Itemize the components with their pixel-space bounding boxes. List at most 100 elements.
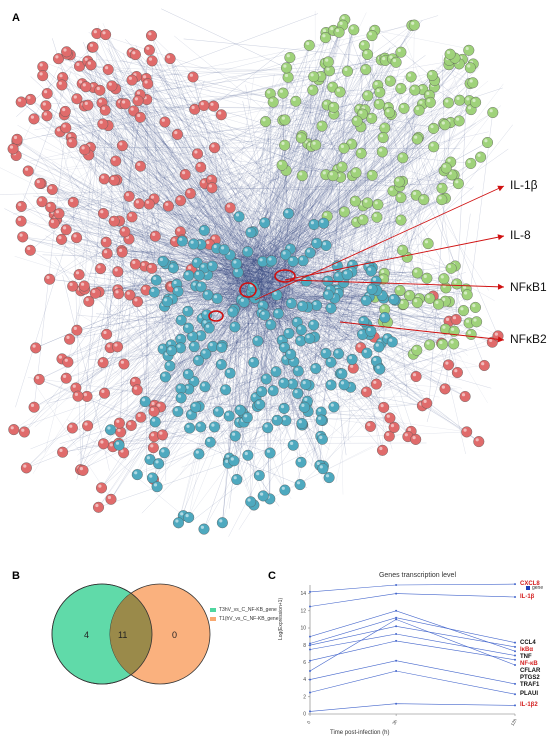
network-edge [236, 272, 385, 318]
node-shine [211, 423, 215, 427]
network-edge [139, 94, 284, 302]
network-edge [247, 287, 251, 502]
node-shine [350, 26, 354, 30]
network-edge [322, 109, 366, 295]
node-shine [360, 318, 364, 322]
series-point [309, 644, 311, 647]
node-shine [350, 364, 354, 368]
network-edge [257, 256, 260, 407]
network-edge [47, 336, 315, 404]
network-node [123, 190, 135, 202]
network-edge [252, 102, 274, 265]
network-edge [76, 98, 285, 138]
network-node [206, 260, 218, 272]
node-shine [93, 30, 97, 34]
node-shine [326, 67, 330, 71]
network-edge [171, 123, 377, 291]
network-edge [84, 149, 347, 192]
node-shine [389, 187, 393, 191]
network-node [308, 319, 320, 331]
network-edge [177, 273, 288, 412]
network-node [15, 96, 27, 108]
node-shine [358, 149, 362, 154]
network-node [304, 333, 316, 345]
network-edge [275, 296, 339, 354]
network-node [142, 78, 154, 90]
node-shine [218, 361, 222, 365]
node-shine [107, 426, 111, 430]
network-node [208, 421, 220, 433]
node-shine [148, 32, 152, 36]
network-edge [289, 57, 344, 152]
legend-square-icon [526, 586, 530, 590]
network-edge [206, 262, 272, 315]
network-edge [211, 179, 251, 287]
network-edge [228, 266, 369, 537]
node-shine [445, 361, 449, 365]
node-shine [465, 46, 469, 51]
network-edge [149, 373, 266, 460]
network-edge [233, 275, 283, 461]
network-edge [271, 144, 316, 283]
network-node [33, 373, 45, 385]
network-edge [259, 137, 384, 284]
network-edge [151, 35, 211, 93]
network-edge [245, 138, 418, 310]
network-edge [252, 101, 296, 269]
network-node [230, 258, 242, 270]
node-shine [134, 97, 138, 101]
series-line [309, 583, 516, 593]
network-edge [137, 292, 239, 302]
network-edge [194, 109, 306, 297]
node-shine [318, 408, 322, 412]
network-node [113, 288, 125, 300]
network-edge [115, 160, 287, 286]
node-shine [427, 99, 431, 103]
node-shine [341, 16, 345, 20]
node-shine [385, 104, 389, 108]
node-shine [73, 95, 77, 99]
network-node [325, 302, 337, 314]
network-node [139, 396, 151, 408]
node-shine [185, 385, 189, 389]
network-edge [154, 105, 282, 437]
network-edge [130, 441, 211, 477]
network-node [233, 211, 245, 223]
network-edge [204, 306, 272, 387]
network-edge [244, 286, 251, 416]
network-edge [261, 319, 277, 372]
network-node [145, 30, 157, 42]
network-edge [39, 270, 273, 380]
network-edge [50, 207, 297, 222]
node-shine [442, 325, 446, 329]
network-edge [106, 153, 344, 243]
network-node [105, 493, 117, 505]
network-node [323, 472, 335, 484]
network-edge [221, 338, 267, 380]
series-point [514, 654, 516, 657]
network-node [82, 99, 94, 111]
network-node [366, 112, 378, 124]
network-edge [171, 67, 480, 351]
panel-b-label: B [12, 570, 20, 582]
node-shine [212, 236, 216, 240]
network-edge [212, 265, 285, 282]
network-node [325, 379, 337, 391]
network-node [53, 208, 65, 220]
node-shine [197, 283, 202, 287]
network-edge [192, 76, 275, 287]
network-node [365, 265, 377, 277]
node-shine [341, 208, 345, 212]
node-shine [376, 88, 380, 93]
network-edge [54, 141, 334, 215]
node-shine [21, 428, 25, 432]
network-edge [70, 54, 289, 297]
network-edge [135, 263, 255, 383]
network-edge [270, 86, 435, 305]
node-shine [411, 86, 415, 90]
network-node [342, 65, 354, 77]
network-edge [191, 339, 219, 412]
node-shine [226, 412, 230, 416]
network-node [303, 39, 315, 51]
node-shine [294, 318, 298, 323]
